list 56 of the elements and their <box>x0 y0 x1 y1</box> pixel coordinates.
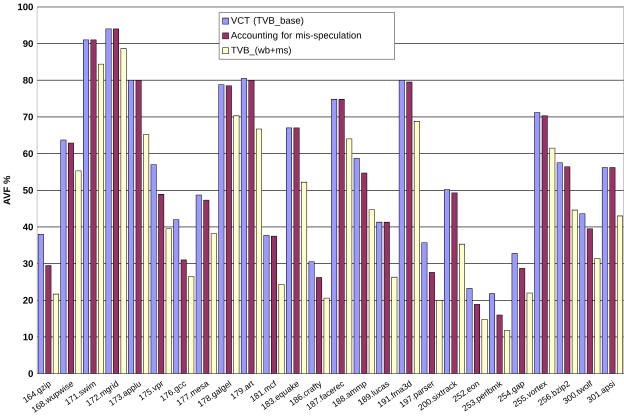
y-tick-label: 100 <box>18 4 33 10</box>
bar <box>68 142 74 374</box>
bar <box>459 244 465 374</box>
bar <box>452 192 458 374</box>
y-tick-label: 40 <box>22 224 33 230</box>
y-tick-label: 50 <box>23 186 33 194</box>
y-tick-label: 80 <box>23 76 33 84</box>
bar <box>82 40 89 374</box>
bar <box>233 116 240 374</box>
bar <box>256 128 262 374</box>
legend-label: TVB_(wb+ms) <box>231 46 291 56</box>
bar <box>240 78 247 374</box>
bar <box>482 319 488 374</box>
bar <box>90 40 96 374</box>
bar <box>263 235 270 374</box>
bar <box>60 140 66 374</box>
bar <box>496 314 503 374</box>
bar <box>106 28 112 374</box>
bar <box>113 28 120 374</box>
bar <box>444 189 450 374</box>
bar <box>414 121 420 374</box>
bar <box>421 242 428 374</box>
bar <box>616 216 623 374</box>
bar <box>602 167 608 374</box>
bar <box>301 182 308 374</box>
y-tick-label: 10 <box>23 334 33 340</box>
legend-label: VCT (TVB_base) <box>230 16 304 26</box>
bar <box>286 128 292 374</box>
bar <box>75 170 82 374</box>
y-tick-label: 90 <box>23 40 33 47</box>
y-axis-title: AVF % <box>4 176 10 205</box>
bar <box>308 262 315 374</box>
bar <box>294 128 300 374</box>
bar <box>466 288 472 374</box>
y-tick-label: 0 <box>28 370 33 378</box>
bar <box>489 293 496 374</box>
bar <box>436 300 442 374</box>
bar <box>248 80 254 374</box>
bar <box>474 304 480 374</box>
bar <box>316 277 322 374</box>
bar <box>120 48 127 374</box>
bar <box>98 64 104 374</box>
bar <box>136 80 142 374</box>
bar <box>271 236 277 374</box>
bar <box>128 80 134 374</box>
y-tick-label: 20 <box>23 296 33 304</box>
bar <box>504 330 510 374</box>
y-tick-label: 30 <box>22 260 33 268</box>
y-tick-label: 70 <box>23 114 33 120</box>
bar <box>52 294 59 374</box>
bar <box>609 167 616 374</box>
bar <box>594 258 600 374</box>
bar <box>278 284 284 374</box>
legend-label: Accounting for mis-speculation <box>230 32 361 41</box>
bar <box>428 272 435 374</box>
y-tick-label: 60 <box>23 150 33 158</box>
